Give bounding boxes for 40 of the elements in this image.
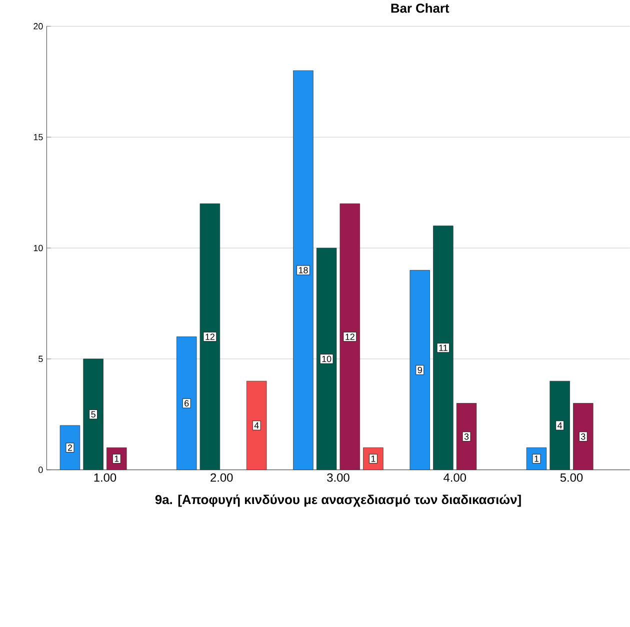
bar (340, 203, 360, 470)
data-label: 12 (206, 333, 214, 340)
x-tick-label: 4.00 (444, 473, 466, 482)
bar (200, 203, 220, 470)
data-label: 3 (464, 433, 469, 440)
data-label: 4 (558, 422, 562, 428)
data-label: 3 (581, 433, 586, 440)
bar (293, 70, 314, 470)
data-label: 1 (114, 456, 119, 462)
bar (176, 336, 197, 470)
data-label: 4 (254, 422, 259, 428)
bar (83, 358, 104, 470)
x-tick-label: 1.00 (94, 473, 116, 482)
y-tick-label: 20 (34, 22, 43, 30)
bar (433, 226, 454, 470)
data-label: 10 (322, 356, 332, 362)
data-label: 1 (534, 456, 539, 462)
bar (246, 380, 267, 470)
y-tick-label: 0 (38, 466, 43, 473)
bar (550, 380, 570, 470)
data-label: 5 (91, 411, 96, 418)
bar (573, 402, 594, 470)
x-tick-label: 3.00 (327, 473, 350, 482)
y-tick-label: 10 (34, 244, 43, 252)
y-tick-label: 15 (34, 134, 43, 140)
y-tick-label: 5 (38, 356, 43, 362)
data-label: 18 (298, 266, 308, 274)
data-label: 9 (418, 366, 422, 374)
x-tick-label: 2.00 (210, 473, 233, 482)
x-axis-title: 9a. [Αποφυγή κινδύνου με ανασχεδιασμό των διαδικασιών] (155, 494, 521, 507)
x-tick-label: 5.00 (560, 473, 583, 482)
data-label: 2 (68, 444, 72, 451)
bar (456, 402, 477, 470)
bar (316, 248, 337, 470)
data-label: 11 (439, 344, 448, 351)
data-label: 6 (184, 400, 189, 406)
chart-title: Bar Chart (391, 3, 450, 13)
bar (410, 270, 430, 470)
data-label: 1 (371, 456, 376, 462)
data-label: 12 (346, 333, 354, 340)
